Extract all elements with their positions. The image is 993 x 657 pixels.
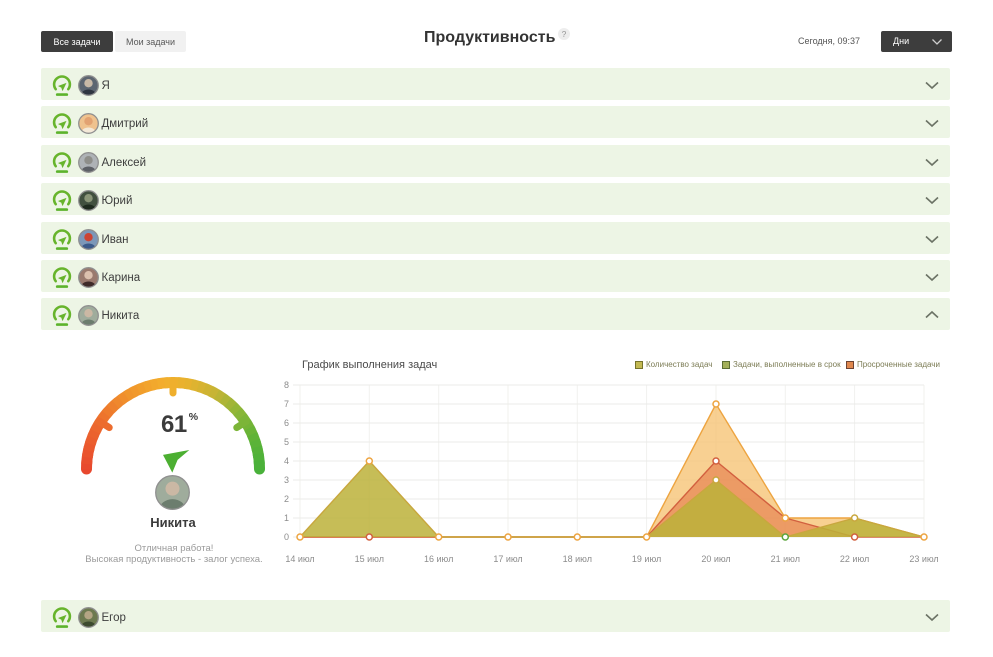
svg-text:14 июл: 14 июл <box>285 554 314 564</box>
svg-text:19 июл: 19 июл <box>632 554 661 564</box>
svg-text:15 июл: 15 июл <box>355 554 384 564</box>
svg-text:7: 7 <box>284 399 289 409</box>
svg-text:2: 2 <box>284 494 289 504</box>
svg-text:6: 6 <box>284 418 289 428</box>
svg-text:23 июл: 23 июл <box>909 554 938 564</box>
svg-text:18 июл: 18 июл <box>563 554 592 564</box>
svg-text:22 июл: 22 июл <box>840 554 869 564</box>
svg-text:17 июл: 17 июл <box>493 554 522 564</box>
svg-text:5: 5 <box>284 437 289 447</box>
svg-text:21 июл: 21 июл <box>771 554 800 564</box>
svg-text:16 июл: 16 июл <box>424 554 453 564</box>
svg-text:1: 1 <box>284 513 289 523</box>
svg-text:0: 0 <box>284 532 289 542</box>
svg-text:8: 8 <box>284 380 289 390</box>
svg-text:4: 4 <box>284 456 289 466</box>
svg-text:3: 3 <box>284 475 289 485</box>
svg-text:20 июл: 20 июл <box>701 554 730 564</box>
